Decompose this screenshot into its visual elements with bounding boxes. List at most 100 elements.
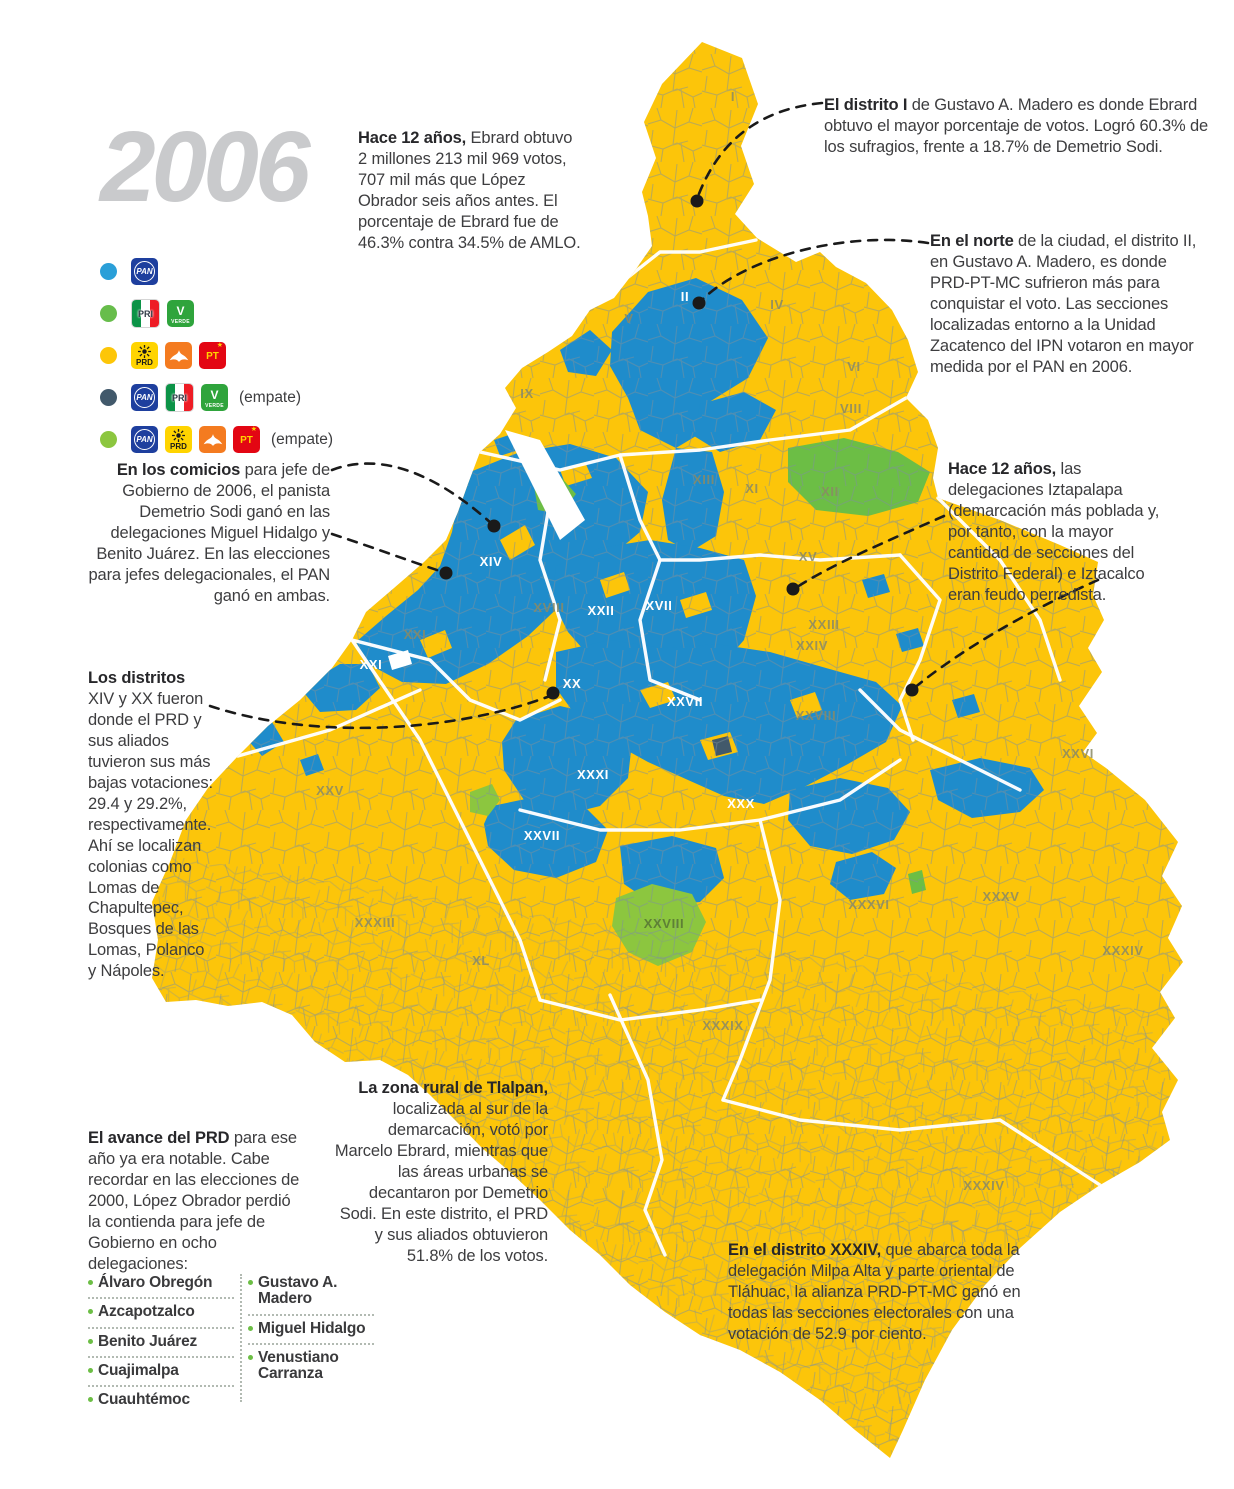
empate-note: (empate) [271, 430, 334, 448]
callout-line-norte [698, 238, 930, 304]
list-bullet-icon [248, 1325, 253, 1331]
district-label-iv: IV [770, 297, 783, 312]
annotation-comicios: En los comicios para jefe de Gobierno de… [88, 460, 331, 607]
verde-logo: V VERDE [201, 384, 228, 411]
callout-line-iztapalapa-2 [911, 578, 1100, 691]
district-label-xxi: XXI [360, 657, 383, 672]
district-label-xviii: XVIII [533, 600, 564, 615]
pri-logo: PRI [131, 299, 160, 328]
legend-color-dot [100, 263, 117, 280]
annotation-tlalpan-body: localizada al sur de la demarcación, vot… [334, 1099, 548, 1265]
list-bullet-icon [88, 1280, 93, 1285]
pan-circle-icon: PAN [134, 429, 155, 450]
list-bullet-icon [88, 1309, 93, 1315]
prd-logo: PRD [165, 426, 192, 453]
district-label-xvii: XVII [646, 598, 673, 613]
district-label-xxvi: XXVI [1062, 746, 1094, 761]
annotation-intro-lead: Hace 12 años, [358, 129, 467, 147]
annotation-avance-body: para ese año ya era notable. Cabe record… [88, 1129, 300, 1273]
annotation-intro: Hace 12 años, Ebrard obtuvo 2 millones 2… [358, 128, 582, 254]
delegacion-item: Gustavo A. Madero [248, 1270, 374, 1316]
annotation-iztapalapa-lead: Hace 12 años, [948, 460, 1057, 478]
district-label-i: I [731, 89, 735, 104]
district-label-xxviii: XXVIII [796, 708, 836, 723]
callout-leaders [208, 101, 1100, 730]
pan-logo: PAN [131, 384, 158, 411]
legend-row-5: PAN PRD ★ PT (empate) [100, 423, 333, 456]
district-label-xii: XII [821, 484, 839, 499]
mc-logo [165, 342, 192, 369]
delegacion-item: Álvaro Obregón [88, 1270, 234, 1300]
district-label-xxii: XXII [588, 603, 615, 618]
prd-logo: PRD [131, 342, 158, 369]
pri-red-stripe [150, 300, 159, 327]
district-label-xxxvi: XXXVI [848, 897, 889, 912]
pan-circle-icon: PAN [134, 261, 155, 282]
district-label-xv: XV [799, 549, 818, 564]
district-label-xxviii: XXVIII [644, 916, 684, 931]
callout-line-distritos [208, 694, 552, 730]
list-bullet-icon [248, 1280, 253, 1285]
annotation-intro-body: Ebrard obtuvo 2 millones 213 mil 969 vot… [358, 129, 581, 252]
district-label-viii: VIII [840, 401, 862, 416]
pri-red-stripe [184, 384, 193, 411]
district-label-xiv: XIV [480, 554, 503, 569]
district-label-ii: II [681, 289, 689, 304]
annotation-norte-lead: En el norte [930, 232, 1014, 250]
district-label-xxxiv: XXXIV [1102, 943, 1143, 958]
pri-logo: PRI [165, 383, 194, 412]
callout-line-comicios-1 [330, 462, 494, 526]
delegacion-item: Miguel Hidalgo [248, 1316, 374, 1345]
district-label-xxxiii: XXXIII [355, 915, 395, 930]
annotation-avance: El avance del PRD para ese año ya era no… [88, 1128, 302, 1275]
district-label-xxv: XXV [316, 783, 344, 798]
district-label-xxxiv: XXXIV [963, 1178, 1004, 1193]
delegacion-item: Cuauhtémoc [88, 1387, 234, 1414]
annotation-iztapalapa-body: las delegaciones Iztapalapa (demarcación… [948, 460, 1160, 604]
callout-line-comicios-2 [330, 532, 445, 574]
callout-line-iztapalapa-1 [792, 514, 946, 591]
district-label-xxxi: XXXI [577, 767, 609, 782]
annotation-xxxiv-lead: En el distrito XXXIV, [728, 1241, 882, 1259]
annotation-distritos: Los distritos XIV y XX fueron donde el P… [88, 668, 214, 982]
annotation-comicios-lead: En los comicios [116, 461, 241, 479]
verde-logo: V VERDE [167, 300, 194, 327]
annotation-norte: En el norte de la ciudad, el distrito II… [930, 231, 1210, 378]
list-bullet-icon [88, 1338, 93, 1344]
district-label-xxxix: XXXIX [702, 1018, 743, 1033]
annotation-distritos-body: XIV y XX fueron donde el PRD y sus aliad… [88, 689, 213, 981]
pt-logo: ★ PT [199, 342, 226, 369]
pan-logo: PAN [131, 258, 158, 285]
pt-logo: ★ PT [233, 426, 260, 453]
district-label-xxvii: XXVII [667, 694, 703, 709]
pt-star-icon: ★ [216, 342, 223, 349]
map-inlets [388, 430, 585, 670]
district-label-xxxv: XXXV [982, 889, 1019, 904]
delegacion-item: Azcapotzalco [88, 1299, 234, 1329]
annotation-xxxiv: En el distrito XXXIV, que abarca toda la… [728, 1240, 1050, 1345]
annotation-iztapalapa: Hace 12 años, las delegaciones Iztapalap… [948, 459, 1170, 606]
district-label-v: V [624, 311, 633, 326]
annotation-tlalpan: La zona rural de Tlalpan, localizada al … [330, 1078, 548, 1267]
annotation-distrito1: El distrito I de Gustavo A. Madero es do… [824, 95, 1214, 158]
callout-line-distrito1 [695, 101, 824, 201]
district-label-xxiii: XXIII [808, 617, 839, 632]
map-legend: PAN PRI V VERDE PRD ★ PT PAN PRI V VERDE (empate) PA… [100, 255, 333, 465]
empate-note: (empate) [239, 388, 302, 406]
pt-star-icon: ★ [250, 426, 257, 433]
delegacion-item: Benito Juárez [88, 1329, 234, 1358]
district-boundaries [236, 238, 1102, 1257]
district-label-vi: VI [847, 359, 860, 374]
legend-row-4: PAN PRI V VERDE (empate) [100, 381, 333, 414]
delegaciones-column-1: Álvaro Obregón Azcapotzalco Benito Juárez C… [88, 1270, 234, 1414]
mc-logo [199, 426, 226, 453]
legend-color-dot [100, 347, 117, 364]
annotation-comicios-body: para jefe de Gobierno de 2006, el panist… [88, 461, 331, 605]
district-label-xxvii: XXVII [524, 828, 560, 843]
annotation-distritos-lead: Los distritos [88, 669, 186, 687]
legend-row-1: PAN [100, 255, 333, 288]
district-label-xx: XX [563, 676, 582, 691]
legend-color-dot [100, 389, 117, 406]
